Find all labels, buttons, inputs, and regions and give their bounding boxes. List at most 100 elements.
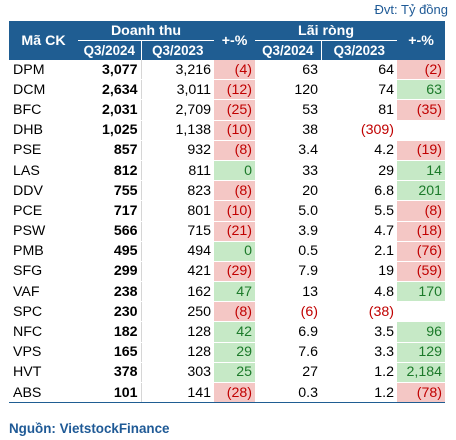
unit-note: Đvt: Tỷ đồng xyxy=(374,2,448,17)
revenue-q3-2024-cell: 182 xyxy=(78,321,141,343)
revenue-q3-2024-cell: 566 xyxy=(78,221,141,242)
revenue-change-cell: 47 xyxy=(214,281,256,303)
revenue-q3-2023-cell: 715 xyxy=(140,221,215,242)
header-profit-change: +-% xyxy=(397,21,446,60)
revenue-q3-2024-cell: 717 xyxy=(78,200,141,222)
revenue-q3-2023-cell: 141 xyxy=(140,382,215,404)
profit-q3-2024-cell: 63 xyxy=(255,60,322,81)
source-note: Nguồn: VietstockFinance xyxy=(9,421,170,436)
profit-change-cell: (78) xyxy=(397,382,446,404)
revenue-q3-2023-cell: 823 xyxy=(140,180,215,202)
table-header: Mã CK Doanh thu +-% Lãi ròng +-% Q3/2024… xyxy=(9,21,446,60)
profit-change-cell xyxy=(397,301,446,323)
profit-q3-2023-cell: 4.2 xyxy=(321,140,398,161)
financial-table: Mã CK Doanh thu +-% Lãi ròng +-% Q3/2024… xyxy=(9,21,446,404)
header-profit-group: Lãi ròng xyxy=(255,21,398,41)
profit-q3-2023-cell: 74 xyxy=(321,79,398,101)
ticker-cell: VAF xyxy=(9,281,78,303)
table-row: ABS 101 141 (28) 0.3 1.2 (78) xyxy=(9,382,446,404)
profit-change-cell: 201 xyxy=(397,180,446,202)
profit-change-cell: (18) xyxy=(397,221,446,242)
revenue-change-cell: 0 xyxy=(214,241,256,262)
header-ticker: Mã CK xyxy=(9,21,78,60)
profit-q3-2024-cell: 7.6 xyxy=(255,342,322,363)
table-row: DPM 3,077 3,216 (4) 63 64 (2) xyxy=(9,60,446,81)
table-row: PSW 566 715 (21) 3.9 4.7 (18) xyxy=(9,221,446,242)
table-row: PCE 717 801 (10) 5.0 5.5 (8) xyxy=(9,200,446,222)
revenue-q3-2024-cell: 2,031 xyxy=(78,99,141,121)
revenue-q3-2024-cell: 2,634 xyxy=(78,79,141,101)
revenue-q3-2024-cell: 812 xyxy=(78,160,141,182)
revenue-q3-2023-cell: 3,011 xyxy=(140,79,215,101)
revenue-q3-2023-cell: 3,216 xyxy=(140,60,215,81)
table-row: SPC 230 250 (8) (6) (38) xyxy=(9,301,446,323)
header-revenue-change: +-% xyxy=(214,21,256,60)
profit-q3-2023-cell: 4.8 xyxy=(321,281,398,303)
revenue-change-cell: 0 xyxy=(214,160,256,182)
header-revenue-q3-2023: Q3/2023 xyxy=(140,40,215,60)
revenue-q3-2023-cell: 250 xyxy=(140,301,215,323)
profit-q3-2024-cell: 3.9 xyxy=(255,221,322,242)
ticker-cell: DHB xyxy=(9,120,78,141)
profit-change-cell: 63 xyxy=(397,79,446,101)
profit-q3-2024-cell: 20 xyxy=(255,180,322,202)
revenue-change-cell: (8) xyxy=(214,180,256,202)
profit-change-cell: 96 xyxy=(397,321,446,343)
profit-q3-2023-cell: 3.3 xyxy=(321,342,398,363)
revenue-change-cell: (28) xyxy=(214,382,256,404)
ticker-cell: HVT xyxy=(9,362,78,384)
profit-q3-2023-cell: (38) xyxy=(321,301,398,323)
revenue-q3-2023-cell: 303 xyxy=(140,362,215,384)
ticker-cell: VPS xyxy=(9,342,78,363)
profit-q3-2024-cell: 7.9 xyxy=(255,261,322,283)
profit-q3-2023-cell: 6.8 xyxy=(321,180,398,202)
profit-q3-2023-cell: 3.5 xyxy=(321,321,398,343)
revenue-q3-2023-cell: 162 xyxy=(140,281,215,303)
header-revenue-q3-2024: Q3/2024 xyxy=(78,40,141,60)
revenue-change-cell: (29) xyxy=(214,261,256,283)
ticker-cell: PMB xyxy=(9,241,78,262)
revenue-change-cell: 42 xyxy=(214,321,256,343)
revenue-q3-2023-cell: 2,709 xyxy=(140,99,215,121)
table-row: PMB 495 494 0 0.5 2.1 (76) xyxy=(9,241,446,262)
profit-q3-2023-cell: 64 xyxy=(321,60,398,81)
revenue-change-cell: (12) xyxy=(214,79,256,101)
profit-change-cell: (59) xyxy=(397,261,446,283)
revenue-change-cell: (21) xyxy=(214,221,256,242)
profit-q3-2023-cell: 29 xyxy=(321,160,398,182)
profit-q3-2024-cell: 0.5 xyxy=(255,241,322,262)
table-row: NFC 182 128 42 6.9 3.5 96 xyxy=(9,321,446,343)
table-row: DDV 755 823 (8) 20 6.8 201 xyxy=(9,180,446,202)
revenue-q3-2023-cell: 494 xyxy=(140,241,215,262)
ticker-cell: BFC xyxy=(9,99,78,121)
profit-change-cell: 14 xyxy=(397,160,446,182)
revenue-change-cell: (10) xyxy=(214,200,256,222)
revenue-q3-2023-cell: 811 xyxy=(140,160,215,182)
revenue-q3-2024-cell: 3,077 xyxy=(78,60,141,81)
profit-q3-2023-cell: 4.7 xyxy=(321,221,398,242)
ticker-cell: PCE xyxy=(9,200,78,222)
ticker-cell: DPM xyxy=(9,60,78,81)
table-row: VPS 165 128 29 7.6 3.3 129 xyxy=(9,342,446,363)
profit-q3-2023-cell: 81 xyxy=(321,99,398,121)
table-row: SFG 299 421 (29) 7.9 19 (59) xyxy=(9,261,446,283)
profit-change-cell: 129 xyxy=(397,342,446,363)
ticker-cell: DDV xyxy=(9,180,78,202)
table-row: DHB 1,025 1,138 (10) 38 (309) xyxy=(9,120,446,141)
ticker-cell: SPC xyxy=(9,301,78,323)
revenue-q3-2024-cell: 495 xyxy=(78,241,141,262)
profit-change-cell: (8) xyxy=(397,200,446,222)
revenue-q3-2023-cell: 932 xyxy=(140,140,215,161)
revenue-change-cell: (25) xyxy=(214,99,256,121)
profit-q3-2024-cell: (6) xyxy=(255,301,322,323)
revenue-q3-2024-cell: 165 xyxy=(78,342,141,363)
header-profit-q3-2024: Q3/2024 xyxy=(255,40,322,60)
profit-change-cell xyxy=(397,120,446,141)
profit-q3-2023-cell: 1.2 xyxy=(321,382,398,404)
revenue-q3-2024-cell: 299 xyxy=(78,261,141,283)
table-body: DPM 3,077 3,216 (4) 63 64 (2) DCM 2,634 3,011 (12)… xyxy=(9,60,446,404)
revenue-change-cell: (8) xyxy=(214,140,256,161)
revenue-change-cell: (4) xyxy=(214,60,256,81)
table-row: DCM 2,634 3,011 (12) 120 74 63 xyxy=(9,79,446,101)
ticker-cell: DCM xyxy=(9,79,78,101)
